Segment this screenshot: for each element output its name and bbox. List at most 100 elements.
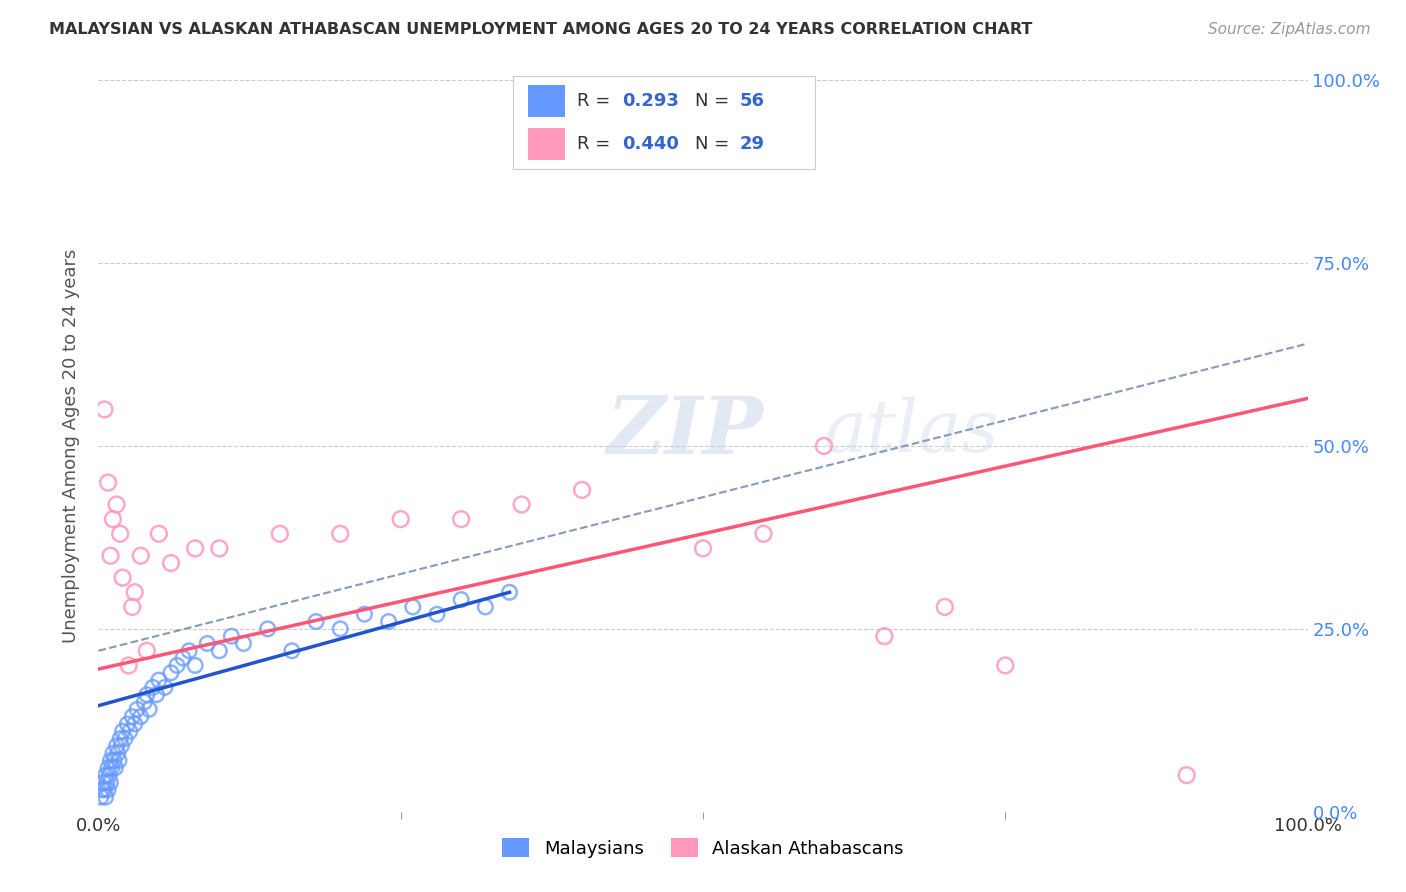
Point [450,592,472,607]
Point [160,665,183,680]
Point [90,790,112,805]
Point [813,439,835,453]
Point [121,599,143,614]
Text: ZIP: ZIP [606,392,763,470]
Text: 29: 29 [740,136,765,153]
Point [208,644,231,658]
Point [148,526,170,541]
Point [1175,768,1198,782]
Point [108,754,131,768]
Point [474,599,496,614]
Point [111,724,134,739]
Point [97,475,120,490]
Point [135,644,157,658]
Point [256,622,278,636]
Text: 56: 56 [740,92,765,110]
Point [118,724,141,739]
Point [96,775,118,789]
Text: atlas: atlas [824,396,1000,467]
Point [94,768,117,782]
Point [103,754,125,768]
Point [129,549,152,563]
Point [114,731,136,746]
FancyBboxPatch shape [529,85,565,117]
Point [97,782,120,797]
Point [124,585,146,599]
Point [134,695,156,709]
Point [148,673,170,687]
Text: Source: ZipAtlas.com: Source: ZipAtlas.com [1208,22,1371,37]
Point [510,498,533,512]
Point [100,754,122,768]
Point [101,512,124,526]
Text: R =: R = [576,92,616,110]
Point [329,526,352,541]
Point [450,512,472,526]
Point [104,761,127,775]
Point [498,585,520,599]
Point [93,402,115,417]
Point [353,607,375,622]
Point [179,644,201,658]
Point [934,599,956,614]
Text: 0.440: 0.440 [621,136,679,153]
Point [153,681,176,695]
Point [111,571,134,585]
Point [281,644,304,658]
Point [377,615,399,629]
Text: N =: N = [695,136,734,153]
Point [91,775,114,789]
FancyBboxPatch shape [529,128,565,160]
Point [329,622,352,636]
Point [172,651,194,665]
Point [93,782,115,797]
Text: R =: R = [576,136,616,153]
Point [105,739,128,753]
Point [101,746,124,760]
Point [195,636,218,650]
Point [100,761,122,775]
Point [100,775,122,789]
Point [121,709,143,723]
Point [402,599,425,614]
Text: MALAYSIAN VS ALASKAN ATHABASCAN UNEMPLOYMENT AMONG AGES 20 TO 24 YEARS CORRELATI: MALAYSIAN VS ALASKAN ATHABASCAN UNEMPLOY… [49,22,1032,37]
Text: N =: N = [695,92,734,110]
Point [127,702,149,716]
Point [184,658,207,673]
Point [232,636,254,650]
Point [426,607,449,622]
Y-axis label: Unemployment Among Ages 20 to 24 years: Unemployment Among Ages 20 to 24 years [62,249,80,643]
Point [94,790,117,805]
Point [145,688,167,702]
Point [208,541,231,556]
Point [138,702,160,716]
Point [118,658,141,673]
Point [97,761,120,775]
Point [117,717,139,731]
Point [105,498,128,512]
Point [129,709,152,723]
Point [108,526,131,541]
Point [389,512,412,526]
Legend: Malaysians, Alaskan Athabascans: Malaysians, Alaskan Athabascans [495,831,911,865]
Point [142,681,165,695]
Point [135,688,157,702]
Point [692,541,714,556]
Point [994,658,1017,673]
Point [221,629,243,643]
Text: 0.293: 0.293 [621,92,679,110]
Point [98,768,121,782]
Point [108,731,131,746]
Point [166,658,188,673]
Point [305,615,328,629]
Point [752,526,775,541]
Point [107,746,129,760]
Point [269,526,291,541]
Point [160,556,183,570]
Point [184,541,207,556]
Point [91,782,114,797]
Point [100,549,122,563]
Point [124,717,146,731]
Point [110,739,132,753]
Point [571,483,593,497]
